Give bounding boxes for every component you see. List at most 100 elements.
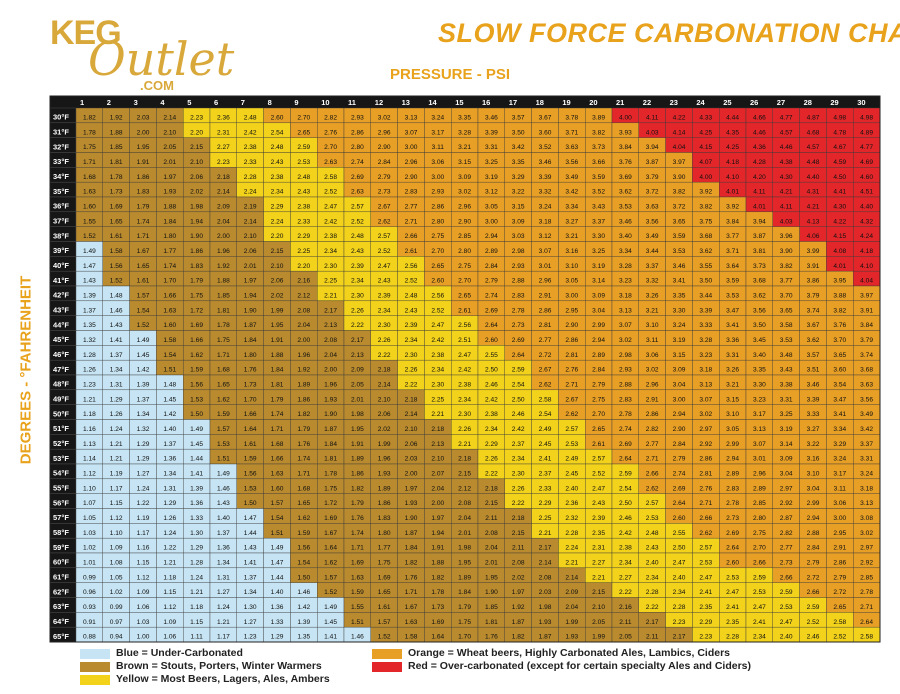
value-label: 3.02 bbox=[860, 530, 873, 537]
value-label: 1.88 bbox=[110, 129, 123, 136]
value-label: 2.01 bbox=[244, 263, 257, 270]
value-label: 2.94 bbox=[807, 515, 820, 522]
value-label: 1.74 bbox=[163, 263, 176, 270]
value-label: 3.02 bbox=[378, 115, 391, 122]
value-label: 1.31 bbox=[110, 382, 123, 389]
value-label: 0.91 bbox=[83, 619, 96, 626]
value-label: 2.13 bbox=[431, 441, 444, 448]
value-label: 1.42 bbox=[297, 604, 310, 611]
value-label: 3.79 bbox=[646, 174, 659, 181]
value-label: 2.66 bbox=[405, 233, 418, 240]
value-label: 2.51 bbox=[458, 337, 471, 344]
value-label: 2.97 bbox=[699, 426, 712, 433]
value-label: 4.25 bbox=[726, 144, 739, 151]
value-label: 2.50 bbox=[485, 367, 498, 374]
value-label: 1.67 bbox=[324, 530, 337, 537]
value-label: 3.00 bbox=[431, 174, 444, 181]
value-label: 2.69 bbox=[673, 485, 686, 492]
value-label: 3.25 bbox=[485, 159, 498, 166]
value-label: 2.38 bbox=[485, 411, 498, 418]
value-label: 3.57 bbox=[512, 115, 525, 122]
value-label: 2.25 bbox=[324, 278, 337, 285]
value-label: 4.46 bbox=[780, 144, 793, 151]
value-label: 2.85 bbox=[458, 233, 471, 240]
value-label: 3.06 bbox=[833, 500, 846, 507]
legend-item-red: Red = Over-carbonated (except for certai… bbox=[372, 660, 792, 673]
value-label: 2.41 bbox=[539, 456, 552, 463]
legend-item-orange: Orange = Wheat beers, Highly Carbonated … bbox=[372, 647, 792, 660]
psi-header-28: 28 bbox=[804, 98, 812, 107]
value-label: 2.42 bbox=[485, 396, 498, 403]
value-label: 2.65 bbox=[458, 293, 471, 300]
value-label: 1.80 bbox=[378, 530, 391, 537]
value-label: 2.45 bbox=[539, 441, 552, 448]
value-label: 2.31 bbox=[592, 545, 605, 552]
value-label: 3.13 bbox=[699, 382, 712, 389]
value-label: 3.33 bbox=[699, 322, 712, 329]
value-label: 1.66 bbox=[190, 337, 203, 344]
value-label: 1.98 bbox=[190, 204, 203, 211]
value-label: 2.19 bbox=[244, 204, 257, 211]
value-label: 2.21 bbox=[592, 574, 605, 581]
value-label: 2.57 bbox=[565, 426, 578, 433]
value-label: 1.99 bbox=[271, 307, 284, 314]
value-label: 2.59 bbox=[512, 367, 525, 374]
value-label: 2.62 bbox=[646, 485, 659, 492]
value-label: 2.06 bbox=[405, 441, 418, 448]
value-label: 2.14 bbox=[565, 574, 578, 581]
value-label: 1.69 bbox=[431, 619, 444, 626]
value-label: 1.21 bbox=[110, 441, 123, 448]
value-label: 2.04 bbox=[217, 218, 230, 225]
value-label: 3.16 bbox=[807, 456, 820, 463]
value-label: 1.98 bbox=[458, 545, 471, 552]
value-label: 3.16 bbox=[565, 248, 578, 255]
value-label: 2.25 bbox=[431, 396, 444, 403]
value-label: 3.05 bbox=[726, 426, 739, 433]
value-label: 4.15 bbox=[699, 144, 712, 151]
value-label: 3.00 bbox=[833, 515, 846, 522]
value-label: 1.53 bbox=[217, 441, 230, 448]
value-label: 1.87 bbox=[324, 426, 337, 433]
value-label: 1.41 bbox=[244, 560, 257, 567]
temp-label: 64°F bbox=[53, 617, 69, 626]
value-label: 3.04 bbox=[673, 382, 686, 389]
value-label: 1.90 bbox=[405, 515, 418, 522]
temp-label: 46°F bbox=[53, 350, 69, 359]
value-label: 3.31 bbox=[860, 456, 873, 463]
value-label: 2.20 bbox=[190, 129, 203, 136]
value-label: 2.09 bbox=[217, 204, 230, 211]
value-label: 2.53 bbox=[646, 515, 659, 522]
value-label: 2.47 bbox=[780, 619, 793, 626]
value-label: 2.00 bbox=[217, 233, 230, 240]
value-label: 2.29 bbox=[297, 233, 310, 240]
value-label: 1.68 bbox=[297, 485, 310, 492]
value-label: 3.30 bbox=[673, 307, 686, 314]
value-label: 2.30 bbox=[405, 352, 418, 359]
value-label: 1.86 bbox=[378, 500, 391, 507]
value-label: 1.43 bbox=[83, 278, 96, 285]
value-label: 2.52 bbox=[431, 307, 444, 314]
value-label: 2.71 bbox=[699, 500, 712, 507]
value-label: 3.87 bbox=[753, 233, 766, 240]
value-label: 2.74 bbox=[351, 159, 364, 166]
value-label: 2.69 bbox=[485, 307, 498, 314]
psi-header-10: 10 bbox=[321, 98, 329, 107]
value-label: 3.65 bbox=[673, 218, 686, 225]
value-label: 2.97 bbox=[780, 485, 793, 492]
value-label: 2.15 bbox=[485, 500, 498, 507]
value-label: 3.53 bbox=[726, 293, 739, 300]
value-label: 1.37 bbox=[137, 396, 150, 403]
value-label: 2.64 bbox=[726, 545, 739, 552]
temp-label: 38°F bbox=[53, 231, 69, 240]
value-label: 1.05 bbox=[83, 515, 96, 522]
value-label: 3.10 bbox=[565, 263, 578, 270]
value-label: 1.22 bbox=[163, 545, 176, 552]
value-label: 1.70 bbox=[458, 634, 471, 641]
value-label: 2.64 bbox=[512, 352, 525, 359]
value-label: 2.27 bbox=[619, 574, 632, 581]
value-label: 3.28 bbox=[619, 263, 632, 270]
value-label: 2.08 bbox=[458, 500, 471, 507]
value-label: 1.48 bbox=[110, 293, 123, 300]
value-label: 2.02 bbox=[271, 293, 284, 300]
value-label: 1.84 bbox=[324, 441, 337, 448]
